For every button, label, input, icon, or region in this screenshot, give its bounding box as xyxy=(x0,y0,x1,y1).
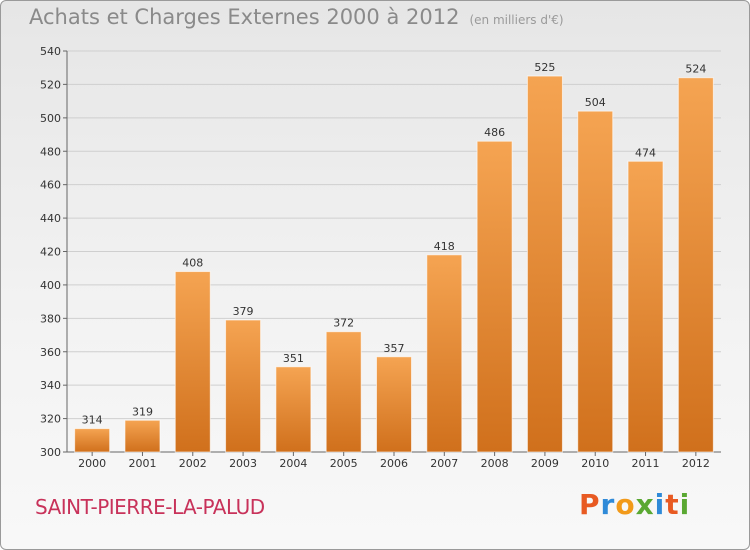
bar-2004 xyxy=(275,366,312,453)
x-tick-label-2002: 2002 xyxy=(179,457,207,470)
bar-2010 xyxy=(577,110,614,453)
data-label-2011: 474 xyxy=(635,146,656,159)
y-tick-label: 340 xyxy=(40,379,61,392)
x-tick-label-2009: 2009 xyxy=(531,457,559,470)
x-tick-label-2011: 2011 xyxy=(632,457,660,470)
x-tick-label-2008: 2008 xyxy=(481,457,509,470)
bar-2012 xyxy=(677,77,714,453)
bar-2001 xyxy=(124,419,161,453)
bar-2008 xyxy=(476,140,513,453)
data-label-2003: 379 xyxy=(233,305,254,318)
data-label-2000: 314 xyxy=(82,414,103,427)
x-tick-label-2007: 2007 xyxy=(430,457,458,470)
data-label-2007: 418 xyxy=(434,240,455,253)
x-tick-label-2005: 2005 xyxy=(330,457,358,470)
chart-title: Achats et Charges Externes 2000 à 2012 xyxy=(29,5,460,29)
x-axis: 2000 2001 2002 2003 2004 2005 2006 2007 2008 2009… xyxy=(78,452,710,470)
bar-2005 xyxy=(325,331,362,453)
proxiti-logo[interactable]: Proxiti xyxy=(579,488,691,521)
place-name: SAINT-PIERRE-LA-PALUD xyxy=(35,495,265,519)
y-tick-label: 360 xyxy=(40,346,61,359)
bar-2009 xyxy=(526,75,563,453)
data-label-2001: 319 xyxy=(132,405,153,418)
y-tick-label: 380 xyxy=(40,312,61,325)
bars: 314 319 408 379 351 372 357 418 486 525 504 474 524 xyxy=(74,61,714,453)
y-tick-label: 520 xyxy=(40,78,61,91)
x-tick-label-2004: 2004 xyxy=(279,457,307,470)
bar-2000 xyxy=(74,428,111,453)
y-tick-label: 400 xyxy=(40,279,61,292)
bar-2003 xyxy=(225,319,262,453)
chart-subtitle: (en milliers d'€) xyxy=(469,13,564,27)
y-tick-label: 500 xyxy=(40,112,61,125)
x-tick-label-2000: 2000 xyxy=(78,457,106,470)
y-tick-label: 440 xyxy=(40,212,61,225)
data-label-2004: 351 xyxy=(283,352,304,365)
x-tick-label-2006: 2006 xyxy=(380,457,408,470)
x-tick-label-2003: 2003 xyxy=(229,457,257,470)
data-label-2009: 525 xyxy=(534,61,555,74)
data-label-2008: 486 xyxy=(484,126,505,139)
bar-2007 xyxy=(426,254,463,453)
bar-2011 xyxy=(627,160,664,453)
x-tick-label-2001: 2001 xyxy=(128,457,156,470)
y-tick-label: 420 xyxy=(40,246,61,259)
data-label-2010: 504 xyxy=(585,96,606,109)
y-tick-label: 480 xyxy=(40,145,61,158)
title-row: Achats et Charges Externes 2000 à 2012 (e… xyxy=(29,5,564,29)
x-tick-label-2012: 2012 xyxy=(682,457,710,470)
y-tick-label: 540 xyxy=(40,45,61,58)
data-label-2005: 372 xyxy=(333,317,354,330)
y-tick-label: 460 xyxy=(40,179,61,192)
y-tick-label: 300 xyxy=(40,446,61,459)
bar-2002 xyxy=(174,271,211,453)
x-tick-label-2010: 2010 xyxy=(581,457,609,470)
bar-2006 xyxy=(376,356,412,453)
y-tick-label: 320 xyxy=(40,413,61,426)
data-label-2006: 357 xyxy=(384,342,405,355)
data-label-2002: 408 xyxy=(182,257,203,270)
data-label-2012: 524 xyxy=(685,63,706,76)
